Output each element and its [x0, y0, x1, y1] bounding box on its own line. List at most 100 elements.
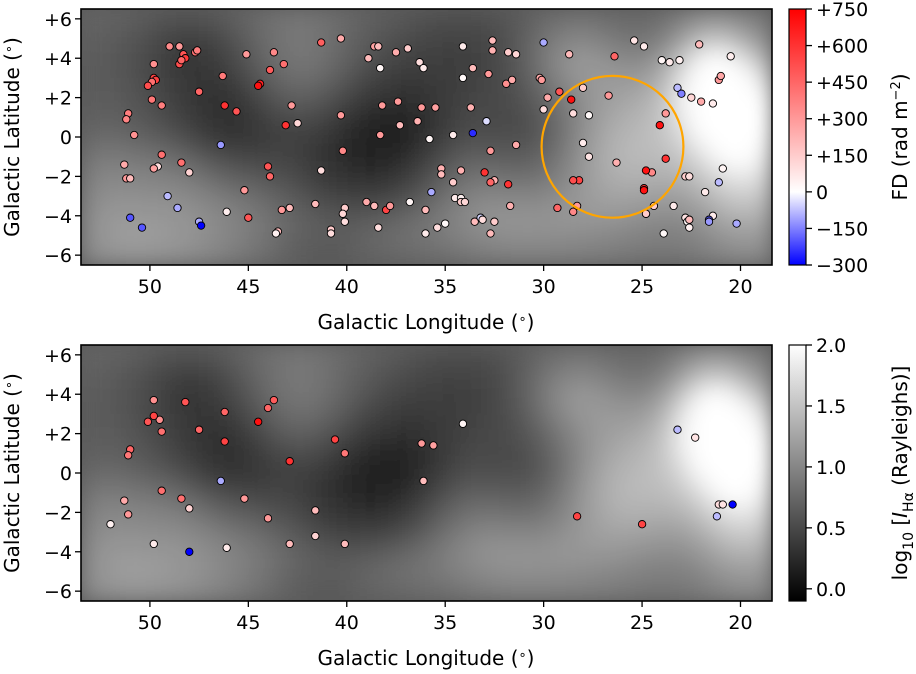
fd-source-point — [612, 158, 621, 167]
fd-source-point — [317, 166, 326, 175]
fd-source-point — [484, 69, 493, 79]
highlight-circle — [540, 74, 685, 219]
fd-source-point — [311, 506, 320, 515]
fd-source-point — [539, 38, 548, 47]
fd-source-point — [716, 71, 725, 81]
fd-source-point — [378, 101, 387, 110]
fd-source-point — [569, 109, 578, 118]
fd-source-point — [124, 510, 133, 519]
fd-source-point — [417, 103, 426, 112]
fd-source-point — [553, 203, 562, 213]
colorbar-tick-label: 2.0 — [816, 335, 846, 357]
fd-source-point — [232, 107, 241, 116]
y-tick-label: −6 — [44, 245, 72, 267]
halpha-colorbar-label: log10 [IHα (Rayleighs)] — [888, 366, 916, 581]
fd-source-point — [507, 75, 517, 85]
fd-source-point — [639, 42, 649, 51]
fd-source-point — [655, 121, 664, 130]
fd-source-point — [673, 83, 682, 92]
fd-source-point — [338, 209, 347, 218]
fd-source-point — [391, 48, 401, 57]
fd-source-point — [504, 48, 513, 57]
fd-source-point — [395, 121, 405, 130]
fd-source-point — [149, 539, 158, 549]
fd-source-point — [641, 166, 651, 175]
fd-source-point — [254, 81, 263, 90]
y-tick-label: 0 — [60, 463, 72, 485]
y-axis-ticks: +6 +4 +2 0 −2 −4 −6 — [44, 345, 81, 603]
fd-source-point — [177, 158, 186, 167]
fd-source-point — [269, 395, 279, 405]
y-tick-label: −4 — [44, 206, 72, 228]
fd-source-point — [374, 42, 383, 51]
fd-source-point — [336, 34, 346, 43]
halpha-colorbar-ticks: 2.0 1.5 1.0 0.5 0.0 — [806, 335, 846, 601]
fd-source-point — [502, 79, 511, 88]
fd-source-point — [610, 52, 619, 61]
fd-source-point — [216, 476, 225, 486]
fd-source-point — [263, 162, 273, 171]
fd-source-point — [417, 439, 426, 448]
fd-source-point — [263, 403, 273, 413]
fd-source-point — [732, 219, 741, 228]
y-tick-label: +2 — [44, 88, 72, 110]
fd-points-layer — [106, 395, 737, 556]
fd-colorbar — [788, 8, 807, 266]
fd-source-point — [480, 168, 489, 177]
fd-source-point — [185, 547, 194, 556]
fd-source-point — [433, 223, 442, 232]
fd-source-point — [403, 44, 412, 53]
fd-source-point — [691, 433, 700, 442]
x-tick-label: 40 — [335, 612, 359, 634]
fd-source-point — [240, 186, 249, 195]
x-tick-label: 25 — [630, 612, 654, 634]
fd-source-point — [482, 117, 491, 126]
fd-source-point — [456, 166, 466, 175]
fd-source-point — [120, 160, 129, 169]
fd-source-point — [222, 543, 231, 552]
fd-source-point — [263, 514, 273, 523]
fd-source-point — [506, 201, 515, 211]
fd-source-point — [466, 103, 475, 112]
x-tick-label: 50 — [138, 612, 162, 634]
fd-source-point — [265, 172, 275, 181]
fd-source-point — [143, 417, 153, 426]
fd-source-point — [285, 203, 294, 213]
fd-source-point — [157, 101, 166, 110]
fd-source-point — [677, 89, 686, 98]
fd-source-point — [185, 168, 194, 177]
x-axis-ticks: 50 45 40 35 30 25 20 — [138, 265, 753, 298]
fd-source-point — [567, 95, 576, 104]
fd-source-point — [370, 201, 379, 211]
fd-source-point — [196, 221, 206, 230]
y-axis-ticks: +6 +4 +2 0 −2 −4 −6 — [44, 9, 81, 267]
fd-source-point — [279, 59, 288, 69]
fd-source-point — [393, 97, 403, 106]
fd-source-point — [486, 229, 495, 238]
fd-source-point — [293, 119, 302, 128]
colorbar-tick-label: +600 — [816, 36, 868, 58]
fd-source-point — [137, 223, 147, 232]
fd-source-point — [177, 56, 186, 65]
colorbar-tick-label: −150 — [816, 218, 868, 240]
fd-source-point — [155, 415, 164, 424]
fd-source-point — [486, 178, 495, 187]
fd-source-point — [175, 42, 184, 51]
fd-source-point — [194, 425, 204, 434]
fd-source-point — [326, 229, 336, 238]
fd-source-point — [458, 73, 468, 83]
fd-source-point — [143, 81, 153, 90]
y-tick-label: −2 — [44, 166, 72, 188]
fd-source-point — [254, 417, 263, 426]
x-tick-label: 35 — [433, 276, 457, 298]
y-tick-label: −2 — [44, 502, 72, 524]
fd-source-point — [421, 205, 430, 215]
y-axis-label: Galactic Latitude (∘) — [0, 37, 24, 237]
fd-source-point — [478, 215, 487, 224]
fd-source-point — [685, 215, 694, 224]
fd-source-point — [338, 146, 347, 155]
fd-source-point — [149, 395, 158, 405]
fd-source-point — [460, 197, 470, 207]
fd-source-point — [218, 71, 227, 81]
